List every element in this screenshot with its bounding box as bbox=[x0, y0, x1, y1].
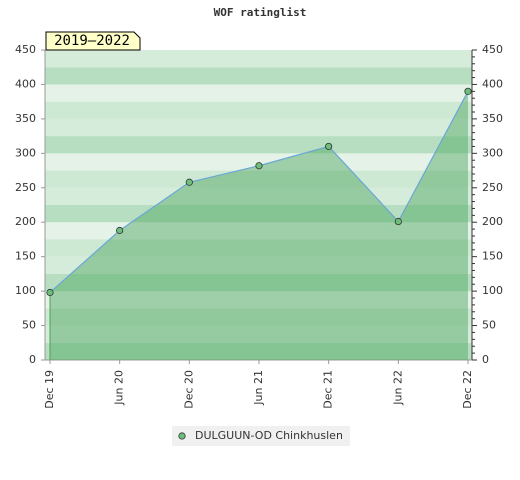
y-tick-label: 250 bbox=[15, 181, 36, 194]
y2-tick-label: 200 bbox=[482, 215, 503, 228]
grid-band bbox=[45, 153, 472, 171]
y2-tick-label: 50 bbox=[482, 319, 496, 332]
series-area bbox=[50, 91, 468, 360]
y-tick-label: 400 bbox=[15, 77, 36, 90]
data-point bbox=[464, 87, 472, 95]
grid-band bbox=[45, 170, 472, 188]
y-tick-label: 450 bbox=[15, 43, 36, 56]
grid-band bbox=[45, 325, 472, 343]
grid-band bbox=[45, 101, 472, 119]
x-tick-label: Dec 21 bbox=[322, 370, 335, 409]
grid-band bbox=[45, 118, 472, 137]
x-tick-label: Jun 22 bbox=[391, 370, 404, 406]
y2-tick-label: 400 bbox=[482, 77, 503, 90]
grid-band bbox=[45, 308, 472, 326]
y-tick-label: 300 bbox=[15, 146, 36, 159]
grid-band bbox=[45, 50, 472, 68]
grid-band bbox=[45, 342, 472, 360]
chart-title: WOF ratinglist bbox=[214, 6, 307, 19]
grid-band bbox=[45, 291, 472, 309]
x-tick-label: Jun 20 bbox=[113, 370, 126, 406]
y2-tick-label: 300 bbox=[482, 146, 503, 159]
grid-band bbox=[45, 222, 472, 240]
y-tick-label: 200 bbox=[15, 215, 36, 228]
y2-tick-label: 100 bbox=[482, 284, 503, 297]
y-tick-label: 150 bbox=[15, 250, 36, 263]
data-point bbox=[394, 217, 402, 226]
grid-band bbox=[45, 136, 472, 154]
y2-tick-label: 0 bbox=[482, 353, 489, 366]
y-tick-label: 350 bbox=[15, 112, 36, 125]
grid-band bbox=[45, 84, 472, 102]
x-tick-label: Dec 22 bbox=[461, 370, 474, 409]
legend-box bbox=[172, 426, 350, 446]
x-tick-label: Jun 21 bbox=[252, 370, 265, 406]
legend-label: DULGUUN-OD Chinkhuslen bbox=[195, 429, 343, 442]
y2-tick-label: 250 bbox=[482, 181, 503, 194]
data-point bbox=[46, 288, 54, 297]
grid-band bbox=[45, 205, 472, 223]
data-point bbox=[255, 162, 263, 170]
grid-band bbox=[45, 67, 472, 85]
data-point bbox=[116, 226, 124, 235]
grid-band bbox=[45, 256, 472, 274]
data-point bbox=[185, 178, 193, 186]
y2-tick-label: 450 bbox=[482, 43, 503, 56]
y2-tick-label: 350 bbox=[482, 112, 503, 125]
period-label: 2019–2022 bbox=[54, 33, 130, 49]
y-tick-label: 100 bbox=[15, 284, 36, 297]
grid-band bbox=[45, 239, 472, 257]
data-point bbox=[325, 142, 333, 151]
y2-tick-label: 150 bbox=[482, 250, 503, 263]
x-tick-label: Dec 19 bbox=[43, 370, 56, 409]
period-badge-box bbox=[45, 31, 141, 51]
y-tick-label: 50 bbox=[22, 319, 36, 332]
grid-band bbox=[45, 273, 472, 292]
period-badge: 2019–2022 bbox=[45, 31, 141, 51]
grid-band bbox=[45, 187, 472, 205]
legend-marker bbox=[178, 432, 186, 440]
y-tick-label: 0 bbox=[29, 353, 36, 366]
x-tick-label: Dec 20 bbox=[182, 370, 195, 409]
